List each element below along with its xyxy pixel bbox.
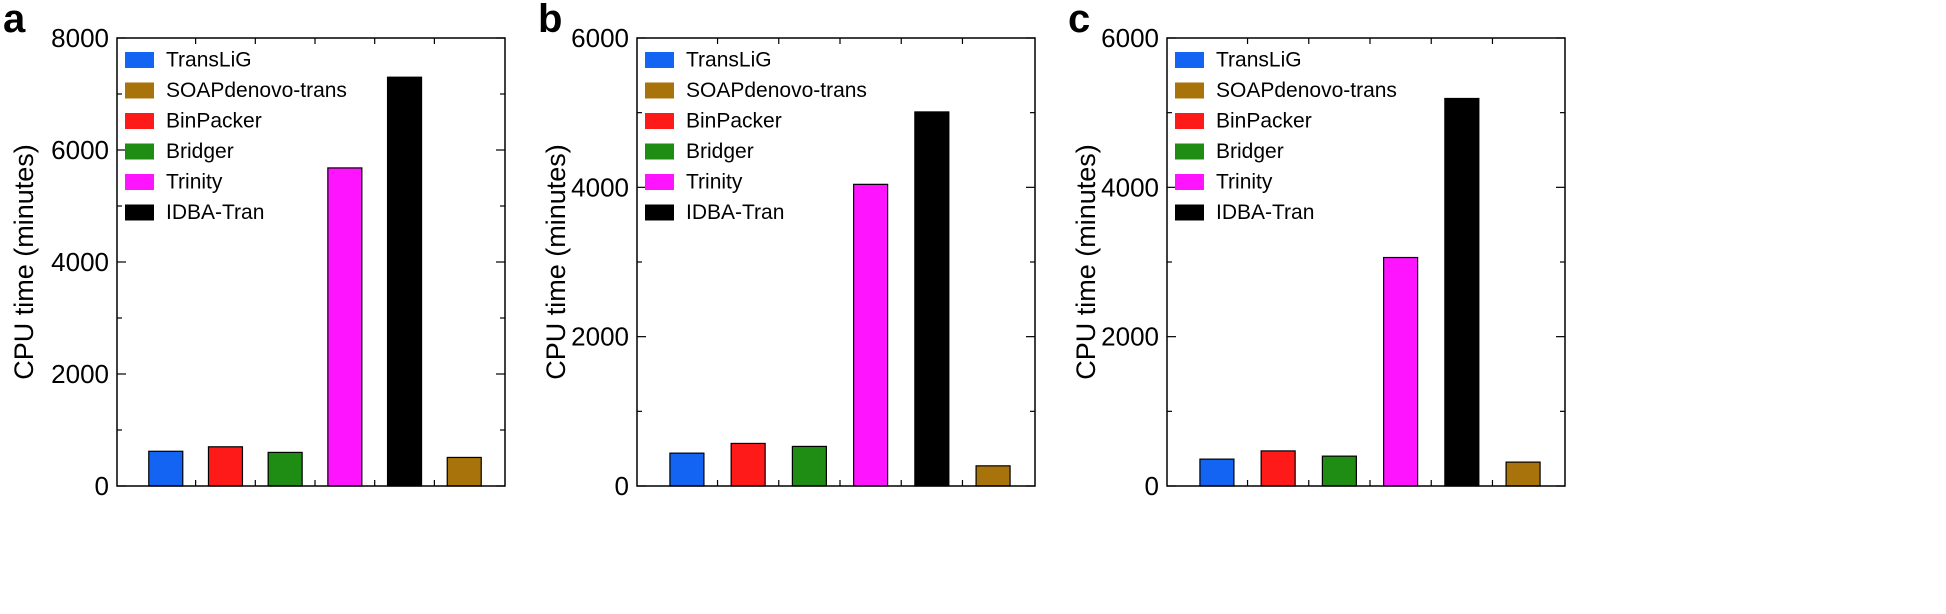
legend-swatch-translig <box>645 52 674 68</box>
legend-label-idba-tran: IDBA-Tran <box>166 201 264 224</box>
legend-label-binpacker: BinPacker <box>166 110 262 133</box>
bar-idba-tran <box>1444 97 1480 487</box>
panel-b: b CPU time (minutes) 0 2000 4000 6000 TransLiG… <box>538 0 1036 501</box>
panel-letter: b <box>538 0 562 41</box>
bar-bridger <box>791 445 827 487</box>
y-tick-label: 6000 <box>51 135 109 165</box>
bar-trinity <box>327 167 363 487</box>
legend-label-bridger: Bridger <box>686 140 754 163</box>
legend-swatch-binpacker <box>645 113 674 129</box>
plot-frame <box>116 37 506 487</box>
y-tick-label: 4000 <box>1101 172 1159 202</box>
y-tick-label: 4000 <box>51 247 109 277</box>
bar-translig <box>669 452 705 487</box>
legend-swatch-trinity <box>645 174 674 190</box>
y-tick-label: 6000 <box>1101 23 1159 53</box>
y-tick-label: 6000 <box>571 23 629 53</box>
y-tick-label: 0 <box>95 471 109 501</box>
bar-bridger <box>1321 455 1357 487</box>
legend-label-trinity: Trinity <box>166 171 223 194</box>
bar-translig <box>1199 458 1235 487</box>
legend-label-soapdenovo-trans: SOAPdenovo-trans <box>1216 79 1397 102</box>
bar-idba-tran <box>914 111 950 487</box>
legend-swatch-bridger <box>645 143 674 160</box>
legend-label-idba-tran: IDBA-Tran <box>1216 201 1314 224</box>
legend-swatch-bridger <box>125 143 154 160</box>
y-tick-label: 0 <box>615 471 629 501</box>
legend-label-translig: TransLiG <box>166 49 252 72</box>
bar-binpacker <box>730 442 766 487</box>
bar-soapdenovo-trans <box>446 456 482 487</box>
legend-swatch-trinity <box>1175 174 1204 190</box>
legend-label-binpacker: BinPacker <box>686 110 782 133</box>
plot-frame <box>636 37 1036 487</box>
legend-swatch-idba-tran <box>1175 204 1204 221</box>
legend-label-bridger: Bridger <box>166 140 234 163</box>
legend-label-trinity: Trinity <box>1216 171 1273 194</box>
bar-bridger <box>267 451 303 487</box>
y-axis-label: CPU time (minutes) <box>541 144 571 380</box>
legend-swatch-trinity <box>125 174 154 190</box>
panel-c: c CPU time (minutes) 0 2000 4000 6000 TransLiG… <box>1068 0 1566 501</box>
bar-soapdenovo-trans <box>975 465 1011 487</box>
legend-swatch-idba-tran <box>125 204 154 221</box>
plot-frame <box>1166 37 1566 487</box>
legend-swatch-translig <box>125 52 154 68</box>
bar-binpacker <box>207 446 244 487</box>
bar-trinity <box>853 183 889 487</box>
panel-letter: a <box>3 0 26 41</box>
legend-swatch-binpacker <box>1175 113 1204 129</box>
y-tick-label: 4000 <box>571 172 629 202</box>
legend-swatch-soapdenovo-trans <box>125 82 154 99</box>
legend-swatch-binpacker <box>125 113 154 129</box>
y-tick-label: 2000 <box>571 322 629 352</box>
y-tick-label: 2000 <box>1101 322 1159 352</box>
y-tick-label: 0 <box>1145 471 1159 501</box>
legend-swatch-soapdenovo-trans <box>1175 82 1204 99</box>
bar-translig <box>148 450 184 487</box>
legend-label-soapdenovo-trans: SOAPdenovo-trans <box>166 79 347 102</box>
y-axis-label: CPU time (minutes) <box>1071 144 1101 380</box>
legend-label-idba-tran: IDBA-Tran <box>686 201 784 224</box>
y-axis-label: CPU time (minutes) <box>9 144 39 380</box>
legend-label-translig: TransLiG <box>686 49 772 72</box>
legend-label-bridger: Bridger <box>1216 140 1284 163</box>
bar-binpacker <box>1260 450 1296 487</box>
bar-trinity <box>1383 256 1419 487</box>
legend-label-translig: TransLiG <box>1216 49 1302 72</box>
panel-a: a CPU time (minutes) 0 2000 4000 6000 8000 Tran… <box>3 0 506 501</box>
legend-swatch-translig <box>1175 52 1204 68</box>
panel-letter: c <box>1068 0 1090 41</box>
y-tick-label: 2000 <box>51 359 109 389</box>
y-tick-label: 8000 <box>51 23 109 53</box>
legend-swatch-idba-tran <box>645 204 674 221</box>
legend-label-binpacker: BinPacker <box>1216 110 1312 133</box>
bar-idba-tran <box>386 76 423 487</box>
legend-swatch-soapdenovo-trans <box>645 82 674 99</box>
legend-label-trinity: Trinity <box>686 171 743 194</box>
bar-soapdenovo-trans <box>1505 461 1541 487</box>
legend-label-soapdenovo-trans: SOAPdenovo-trans <box>686 79 867 102</box>
legend-swatch-bridger <box>1175 143 1204 160</box>
